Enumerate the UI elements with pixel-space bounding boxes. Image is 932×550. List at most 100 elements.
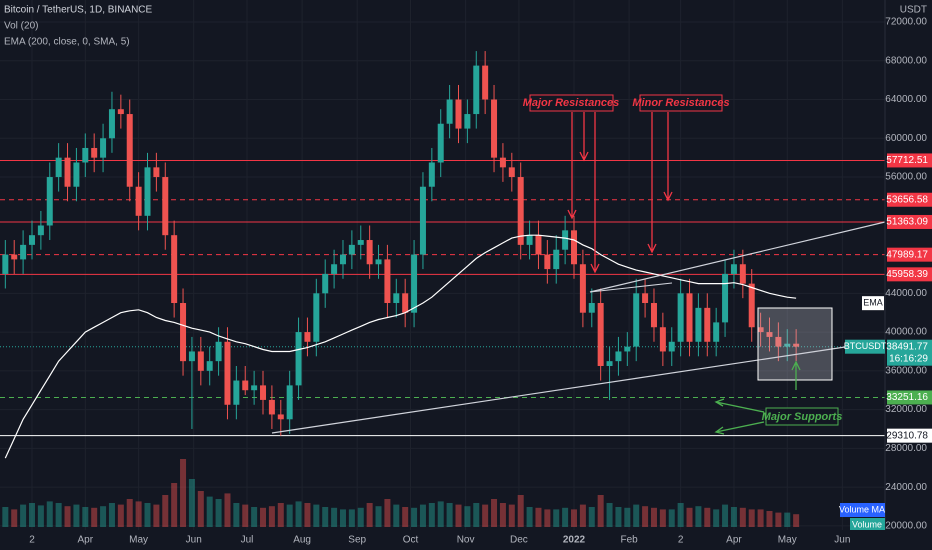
level-label: 29310.78 (886, 430, 928, 441)
level-label: 45958.39 (886, 269, 928, 280)
volume-tag (850, 518, 885, 530)
arrow (714, 398, 765, 413)
volume-bar (339, 509, 346, 527)
volume-bar (322, 507, 329, 527)
volume-bar (100, 506, 107, 527)
volume-bar (482, 504, 489, 527)
candle-body (188, 351, 195, 362)
volume-ma-tag (840, 503, 885, 517)
candle-body (126, 114, 133, 187)
candle-body (419, 186, 426, 255)
volume-bar (197, 491, 204, 527)
volume-bar (677, 503, 684, 527)
volume-bar (499, 503, 506, 527)
candle-body (91, 147, 98, 158)
candle-body (242, 380, 249, 391)
candle-body (144, 167, 151, 216)
candle-body (659, 327, 666, 352)
axes: 72000.00 68000.00 64000.00 60000.00 56000.00… (29, 17, 932, 546)
volume-bar (606, 503, 613, 527)
candle-body (2, 254, 9, 274)
candle-body (100, 138, 107, 158)
x-tick-label: May (129, 535, 148, 546)
volume-bar (2, 507, 9, 527)
volume-bar (260, 507, 267, 527)
candle-body (562, 230, 569, 250)
volume-bar (704, 507, 711, 527)
arrow (663, 112, 673, 202)
candle-body (428, 162, 435, 187)
candle-body (473, 65, 480, 115)
volume-bar (28, 503, 35, 527)
y-tick-label: 60000.00 (885, 133, 927, 144)
volume-bar (526, 507, 533, 527)
volume-bar (793, 514, 800, 527)
candle-body (579, 264, 586, 313)
candle-body (224, 341, 231, 405)
candle-body (650, 303, 657, 328)
countdown: 16:16:29 (889, 353, 928, 364)
candle-body (82, 147, 89, 163)
candle-body (526, 235, 533, 245)
x-tick-label: Apr (78, 535, 94, 546)
candle-body (162, 177, 169, 236)
candle-body (375, 259, 382, 265)
volume-bar (535, 507, 542, 527)
volume-bar (455, 504, 462, 527)
x-tick-label: Oct (403, 535, 419, 546)
volume-bar (251, 507, 258, 527)
candle-body (313, 293, 320, 342)
candle-body (713, 322, 720, 342)
note-box (765, 407, 839, 426)
volume-bar (242, 504, 249, 527)
candle-body (108, 109, 115, 139)
candle-body (117, 109, 124, 115)
y-tick-label: 44000.00 (885, 288, 927, 299)
volume-bar (331, 507, 338, 527)
candle-body (295, 332, 302, 386)
candle-body (37, 225, 44, 236)
candle-body (268, 399, 275, 415)
volume-bar (419, 504, 426, 527)
y-tick-label: 56000.00 (885, 172, 927, 183)
candle-body (73, 162, 80, 187)
y-tick-label: 36000.00 (885, 365, 927, 376)
volume-bar (633, 504, 640, 527)
candle-body (588, 303, 595, 313)
candle-body (464, 114, 471, 129)
currency: USDT (900, 5, 927, 16)
volume-bar (46, 501, 53, 527)
ema-label: EMA (863, 298, 883, 308)
x-tick-label: Jul (241, 535, 254, 546)
candle-body (544, 254, 551, 270)
candle-body (331, 264, 338, 274)
volume-bar (233, 503, 240, 527)
candle-body (686, 293, 693, 342)
volume-bar (579, 504, 586, 527)
volume-bar (91, 507, 98, 527)
volume-bar (784, 512, 791, 527)
x-tick-label: Aug (293, 535, 311, 546)
candle-body (322, 273, 329, 294)
candle-body (508, 167, 515, 178)
candle-body (411, 254, 418, 313)
level-label: 33251.16 (886, 392, 928, 403)
volume-bar (615, 507, 622, 527)
indicator: EMA (200, close, 0, SMA, 5) (4, 37, 130, 48)
ema-line (4, 234, 797, 459)
volume-bar (508, 504, 515, 527)
volume-bar (135, 501, 142, 527)
volume-bar (446, 503, 453, 527)
volume-bar (55, 503, 62, 527)
x-tick-label: Nov (457, 535, 475, 546)
volume-bar (757, 509, 764, 527)
candle-body (482, 65, 489, 100)
volume-bar (553, 509, 560, 527)
volume-bar (82, 507, 89, 527)
candle-body (384, 259, 391, 304)
volume-bar (393, 504, 400, 527)
candle-body (517, 177, 524, 245)
grid (0, 0, 885, 530)
volume-bar (11, 509, 18, 527)
y-tick-label: 24000.00 (885, 482, 927, 493)
